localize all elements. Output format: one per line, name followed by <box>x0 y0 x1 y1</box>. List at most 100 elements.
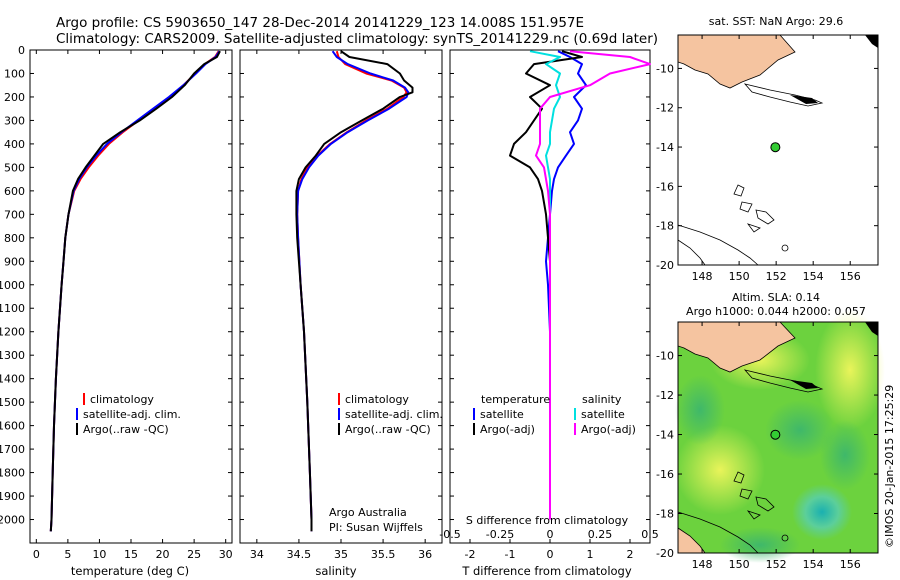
s-tick-label: -0.5 <box>439 528 460 541</box>
map-lon-label: 154 <box>803 270 824 283</box>
reef-islands <box>733 184 775 233</box>
legend-header-temperature: temperature <box>481 393 550 406</box>
temperature-panel: 0100200300400500600700800900100011001200… <box>0 44 233 578</box>
salinity-yticks <box>240 49 442 521</box>
depth-tick-label: 300 <box>4 114 25 127</box>
reef-islands <box>733 471 775 520</box>
difference-x-axis: -2 -1 0 1 2 -0.5 -0.25 0 0.25 0.5 <box>439 528 658 561</box>
argo-float-marker <box>770 142 781 153</box>
x-tick-label: 34 <box>250 548 264 561</box>
solomon-land <box>865 35 878 48</box>
series-line-argo-raw-qc- <box>49 50 221 532</box>
sla-dark-patch <box>820 420 870 490</box>
salinity-x-axis: 34 34.5 35 35.5 36 <box>250 50 432 561</box>
coral-sea-contour <box>677 224 759 266</box>
difference-lines <box>509 50 651 520</box>
archipelago-coast <box>743 83 824 107</box>
x-tick-label: 0 <box>33 548 40 561</box>
x-tick-label: 34.5 <box>287 548 312 561</box>
sla-warm-patch <box>815 310 885 430</box>
map-lon-label: 154 <box>803 558 824 571</box>
temperature-legend: climatology satellite-adj. clim. Argo(..… <box>76 393 181 436</box>
map-lat-label: -14 <box>656 429 674 442</box>
series-line-climatology <box>296 50 408 532</box>
sst-map-frame <box>677 34 879 266</box>
map-lon-label: 150 <box>729 270 750 283</box>
map-lat-label: -20 <box>656 547 674 560</box>
x-tick-label: -1 <box>505 548 516 561</box>
salinity-frame <box>239 49 443 544</box>
temperature-xlabel: temperature (deg C) <box>71 564 189 578</box>
x-tick-label: 25 <box>187 548 201 561</box>
x-tick-label: 2 <box>627 548 634 561</box>
map-lon-label: 148 <box>692 558 713 571</box>
map-lat-label: -16 <box>656 180 674 193</box>
sst-map-title: sat. SST: NaN Argo: 29.6 <box>709 15 843 28</box>
depth-tick-label: 500 <box>4 161 25 174</box>
series-line-argo-raw-qc- <box>295 50 414 532</box>
legend-label-argo: Argo(..raw -QC) <box>83 423 169 436</box>
t-difference-xlabel: T difference from climatology <box>461 564 632 578</box>
series-line-s-satellite <box>529 50 561 520</box>
x-tick-label: 30 <box>219 548 233 561</box>
legend-label-climatology: climatology <box>90 393 154 406</box>
header-line-2: Climatology: CARS2009. Satellite-adjuste… <box>56 31 658 47</box>
map-lon-label: 152 <box>766 558 787 571</box>
header-line-1: Argo profile: CS 5903650_147 28-Dec-2014… <box>56 15 584 31</box>
difference-yticks <box>450 49 650 521</box>
x-tick-label: 20 <box>156 548 170 561</box>
depth-tick-label: 1500 <box>0 396 25 409</box>
depth-tick-label: 1600 <box>0 420 25 433</box>
map-lat-label: -10 <box>656 350 674 363</box>
temperature-x-axis: 0 5 10 15 20 25 30 <box>33 50 233 561</box>
sla-low-eddy <box>792 484 852 540</box>
argo-float-marker <box>770 429 781 440</box>
sla-map: Altim. SLA: 0.14 Argo h1000: 0.044 h2000… <box>656 291 885 571</box>
small-island <box>781 244 789 252</box>
sla-dark-patch <box>675 375 725 445</box>
x-tick-label: 35.5 <box>371 548 396 561</box>
legend-label-satellite: satellite-adj. clim. <box>83 408 181 421</box>
institution-label: Argo Australia <box>329 506 407 519</box>
legend-label-argo: Argo(..raw -QC) <box>345 423 431 436</box>
x-tick-label: -2 <box>465 548 476 561</box>
solomon-land <box>865 322 878 336</box>
map-lon-label: 156 <box>840 270 861 283</box>
depth-tick-label: 1100 <box>0 302 25 315</box>
depth-tick-label: 100 <box>4 67 25 80</box>
x-tick-label: 0 <box>547 548 554 561</box>
depth-tick-label: 1400 <box>0 373 25 386</box>
depth-tick-label: 400 <box>4 138 25 151</box>
depth-axis: 0 100 200 300 400 500 600 700 800 900 1000 1100 1200… <box>0 44 232 527</box>
depth-tick-label: 1200 <box>0 326 25 339</box>
depth-tick-label: 1700 <box>0 443 25 456</box>
map-lon-label: 150 <box>729 558 750 571</box>
series-line-satellite-adj-clim- <box>296 50 410 532</box>
legend-label-satellite: satellite-adj. clim. <box>345 408 443 421</box>
map-lon-label: 156 <box>840 558 861 571</box>
sla-dark-patch <box>765 400 835 460</box>
legend-label-s-satellite: satellite <box>581 408 625 421</box>
sla-dark-patch <box>720 527 800 563</box>
series-line-t-argo-adj- <box>509 50 583 520</box>
map-lat-label: -12 <box>656 102 674 115</box>
map-lat-label: -16 <box>656 468 674 481</box>
s-tick-label: 0.5 <box>641 528 659 541</box>
legend-label-t-argo: Argo(-adj) <box>480 423 535 436</box>
s-tick-label: -0.25 <box>486 528 514 541</box>
sla-map-axes: 148 150 152 154 156 -10 -12 -14 -16 -18 -20 <box>656 322 878 571</box>
depth-tick-label: 1800 <box>0 467 25 480</box>
map-lat-label: -18 <box>656 220 674 233</box>
sst-map: sat. SST: NaN Argo: 29.6 148 150 152 154 156… <box>656 15 879 283</box>
map-lat-label: -20 <box>656 259 674 272</box>
depth-tick-label: 1300 <box>0 349 25 362</box>
depth-tick-label: 200 <box>4 91 25 104</box>
x-tick-label: 15 <box>124 548 138 561</box>
x-tick-label: 36 <box>418 548 432 561</box>
map-lat-label: -14 <box>656 141 674 154</box>
difference-panel: -2 -1 0 1 2 -0.5 -0.25 0 0.25 0.5 S difference fr… <box>439 49 659 578</box>
coral-sea-contour <box>677 511 759 554</box>
legend-label-climatology: climatology <box>345 393 409 406</box>
temperature-lines <box>49 50 221 532</box>
